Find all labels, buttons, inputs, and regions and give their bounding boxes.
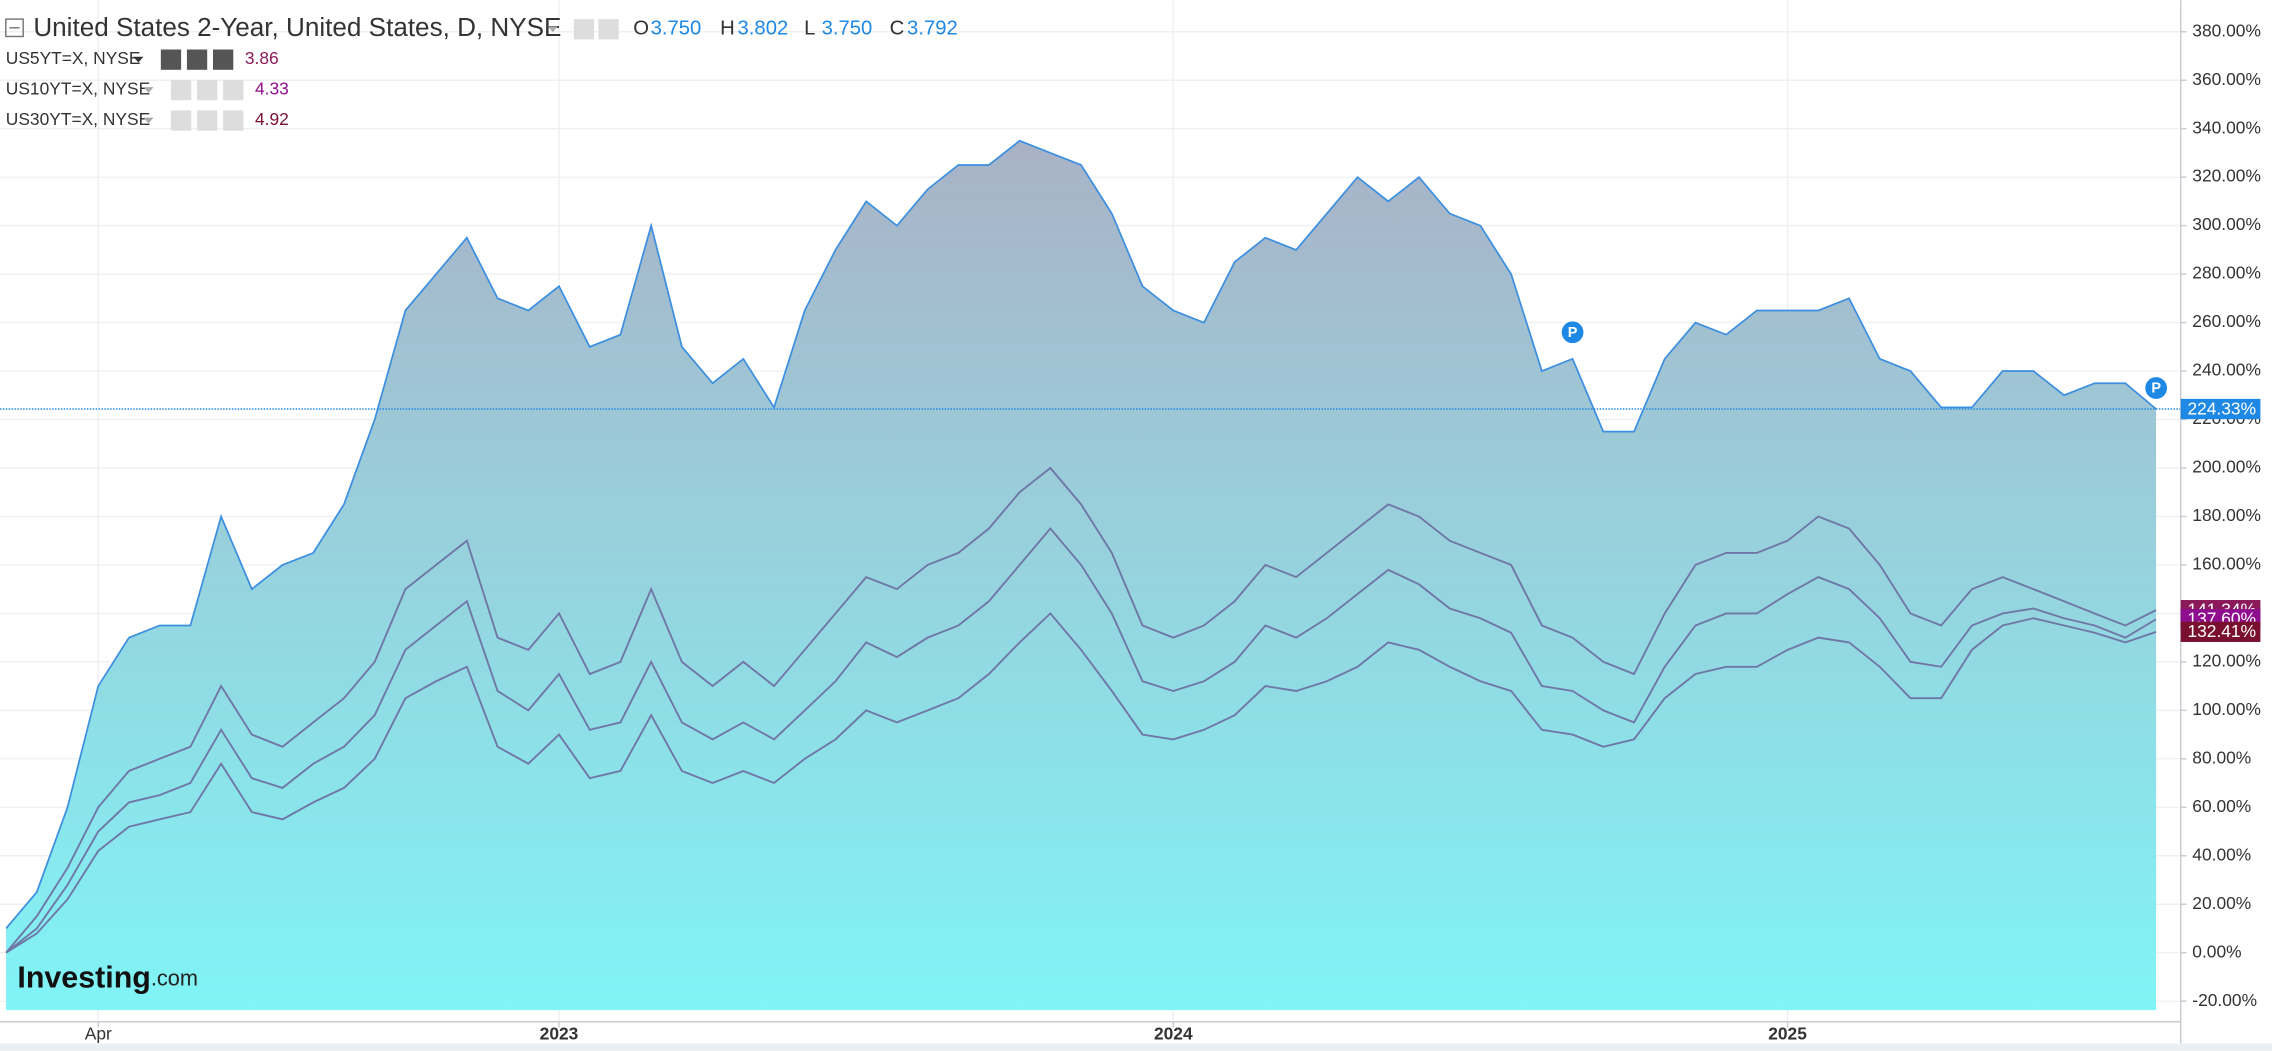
y-tick-label: 0.00%	[2192, 941, 2241, 961]
visibility-button[interactable]	[573, 19, 595, 40]
event-marker-label: P	[2151, 381, 2161, 397]
x-tick-label: 2025	[1768, 1023, 1807, 1043]
x-tick-label: 2024	[1154, 1023, 1193, 1043]
line	[5, 612, 2157, 954]
legend-icon[interactable]	[197, 79, 218, 101]
plot: PP	[0, 139, 2181, 1011]
legend-dropdown[interactable]	[143, 87, 154, 93]
legend-icon[interactable]	[170, 79, 192, 101]
y-tick-label: 320.00%	[2192, 166, 2261, 186]
y-tick-label: 240.00%	[2192, 360, 2261, 380]
last-value-label: 224.33%	[2187, 398, 2256, 418]
y-tick-label: 180.00%	[2192, 505, 2261, 525]
last-value-box	[2180, 398, 2261, 420]
y-tick-label: 40.00%	[2192, 844, 2251, 864]
line	[5, 527, 2157, 954]
event-marker	[2143, 375, 2169, 401]
legend-dropdown[interactable]	[143, 117, 154, 124]
y-tick-label: 340.00%	[2192, 117, 2261, 137]
event-marker-label: P	[1568, 325, 1578, 341]
y-tick-label: 280.00%	[2192, 263, 2261, 283]
quote: O 3.750 H 3.802 L 3.750 C 3.792	[633, 18, 958, 40]
line	[5, 139, 2157, 930]
legend-icon[interactable]	[197, 110, 218, 131]
legend-icon[interactable]	[223, 79, 244, 101]
legend-label: US5YT=X, NYSE	[6, 48, 141, 68]
legend-icon[interactable]	[170, 110, 192, 131]
watermark-brand: Investing	[17, 961, 150, 995]
y-tick-label: 260.00%	[2192, 311, 2261, 331]
quote-value: 3.750	[822, 18, 873, 40]
quote-key: L	[804, 18, 815, 40]
quote-key: C	[890, 18, 905, 40]
y-tick-label: 160.00%	[2192, 554, 2261, 574]
dropdown-arrow[interactable]	[547, 26, 558, 33]
legend-icon[interactable]	[223, 110, 244, 131]
y-tick-label: 300.00%	[2192, 214, 2261, 234]
legend-value: 4.33	[255, 79, 289, 99]
collapse-button[interactable]	[5, 18, 24, 38]
last-value-box	[2180, 621, 2261, 642]
quote-value: 3.750	[651, 18, 702, 40]
watermark-domain: .com	[151, 965, 198, 990]
area	[6, 140, 2157, 1011]
chart-title: United States 2-Year, United States, D, …	[33, 12, 561, 42]
y-tick-label: 20.00%	[2192, 893, 2251, 913]
axes: -20.00% 0.00% 20.00% 40.00% 60.00% 80.00% 100.…	[85, 20, 2261, 1043]
legend-icon[interactable]	[186, 49, 208, 70]
last-value-label: 132.41%	[2187, 621, 2256, 641]
legend-icon[interactable]	[160, 49, 182, 70]
quote-key: H	[720, 18, 735, 40]
quote-value: 3.802	[738, 18, 789, 40]
legend-dropdown[interactable]	[133, 56, 144, 63]
x-tick-label: 2023	[540, 1023, 579, 1043]
y-tick-label: 380.00%	[2192, 20, 2261, 40]
x-tick-label: Apr	[85, 1023, 112, 1043]
quote-value: 3.792	[907, 18, 958, 40]
y-tick-label: -20.00%	[2192, 990, 2257, 1010]
y-tick-label: 120.00%	[2192, 650, 2261, 670]
line	[5, 466, 2157, 954]
y-tick-label: 200.00%	[2192, 457, 2261, 477]
y-tick-label: 360.00%	[2192, 69, 2261, 89]
y-tick-label: 80.00%	[2192, 747, 2251, 767]
event-marker	[1560, 319, 1585, 345]
y-tick-label: 60.00%	[2192, 796, 2251, 816]
quote-key: O	[633, 18, 649, 40]
legend-value: 4.92	[255, 109, 289, 129]
legend-label: US30YT=X, NYSE	[6, 109, 150, 129]
legend-icon[interactable]	[213, 49, 234, 70]
legend-value: 3.86	[245, 48, 279, 68]
y-tick-label: 100.00%	[2192, 699, 2261, 719]
legend: US5YT=X, NYSE 3.86 US10YT=X, NYSE 4.33 US30Y…	[6, 48, 289, 131]
settings-button[interactable]	[598, 19, 619, 40]
watermark: Investing.com	[17, 961, 198, 995]
legend-label: US10YT=X, NYSE	[6, 79, 150, 99]
bottom-strip	[0, 1043, 2272, 1051]
